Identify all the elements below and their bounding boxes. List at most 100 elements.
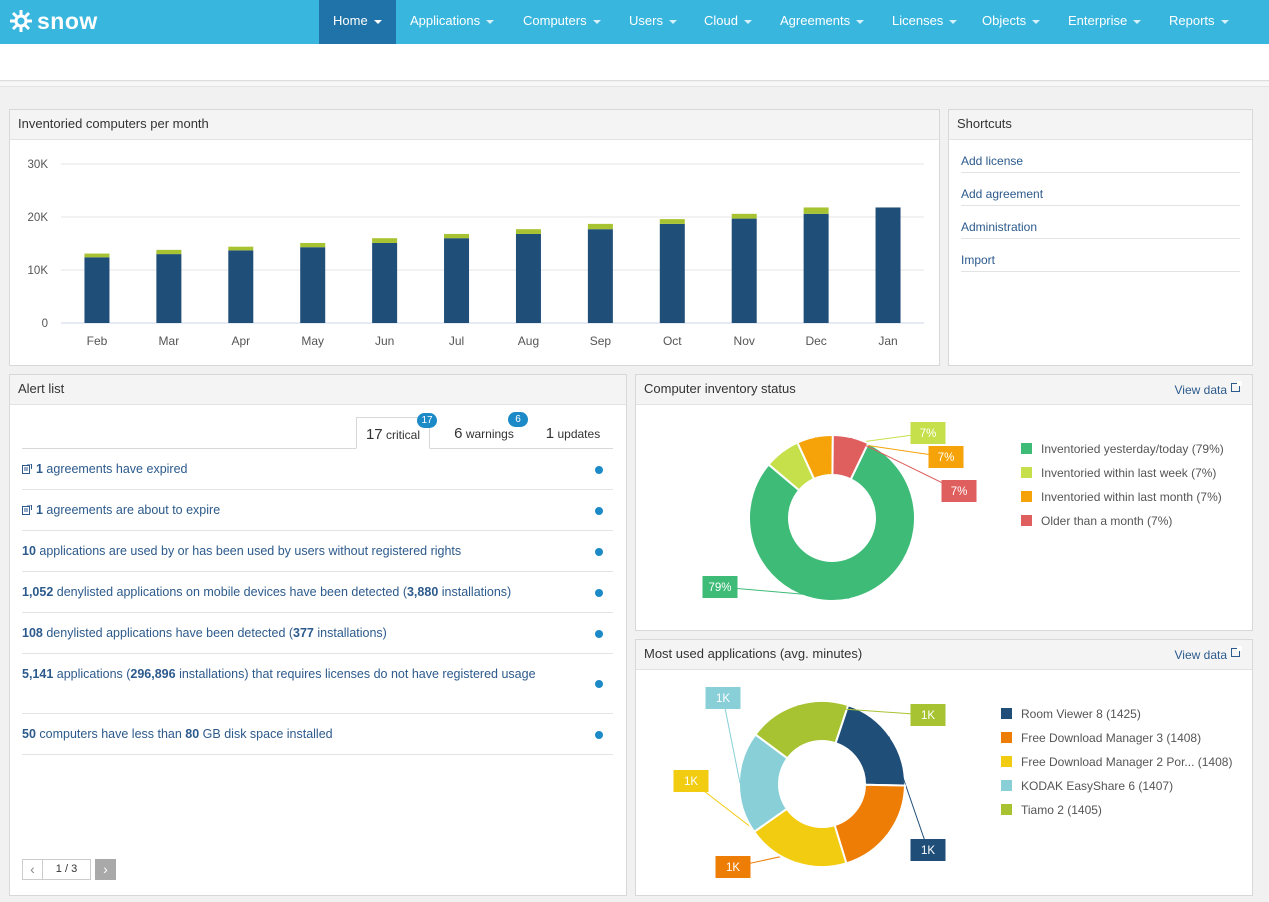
legend-item[interactable]: KODAK EasyShare 6 (1407) [1001,778,1173,794]
alert-count: 10 [22,544,36,558]
legend-item[interactable]: Room Viewer 8 (1425) [1001,706,1141,722]
bar-segment-secondary [300,242,326,248]
legend-label: Older than a month (7%) [1041,514,1173,528]
alert-message: computers have less than [35,727,186,741]
alert-count: 50 [22,727,36,741]
status-dot-icon [595,629,603,638]
view-data-link[interactable]: View data [1175,640,1242,670]
legend-swatch [1001,708,1012,719]
data-label: 1K [716,693,730,705]
panel-title: Shortcuts [949,110,1252,140]
data-label-box [673,770,709,792]
next-page-button[interactable]: › [95,859,116,880]
nav-agreements[interactable]: Agreements [766,0,878,44]
x-tick-label: Feb [87,334,108,348]
caret-down-icon [949,19,958,24]
nav-label: Agreements [780,13,851,28]
data-label-box [941,480,977,502]
y-tick-label: 30K [28,159,49,171]
sub-bar-divider [0,82,1269,87]
data-label: 79% [708,582,731,594]
data-label: 1K [921,710,935,722]
legend-item[interactable]: Inventoried within last week (7%) [1021,465,1216,481]
bar-segment-secondary [228,246,254,251]
shortcuts-panel: Shortcuts Add license Add agreement Admi… [948,109,1253,366]
nav-users[interactable]: Users [615,0,691,44]
legend-label: Inventoried within last month (7%) [1041,490,1222,504]
inventory-status-panel: Computer inventory status View data 79% 7… [635,374,1253,631]
shortcut-add-agreement[interactable]: Add agreement [961,173,1240,206]
data-label-box [910,422,946,444]
critical-badge: 17 [417,413,437,428]
status-dot-icon [595,547,603,556]
tab-label: updates [557,427,601,441]
donut-slice [831,433,870,481]
legend-label: Inventoried yesterday/today (79%) [1041,442,1224,456]
donut-slice [833,783,907,865]
top-nav: snow Home Applications Computers Users C… [0,0,1269,44]
alert-count: 377 [293,626,314,640]
data-label-connector [722,697,741,784]
alert-text: 1 agreements are about to expire [22,501,582,519]
tab-critical[interactable]: 17 critical 17 [356,413,437,449]
nav-applications[interactable]: Applications [396,0,508,44]
x-tick-label: Oct [663,334,682,348]
alert-row[interactable]: 1,052 denylisted applications on mobile … [22,572,613,613]
alert-row[interactable]: 5,141 applications (296,896 installation… [22,654,613,714]
alert-count: 5,141 [22,667,54,681]
bar-segment-primary [875,207,901,323]
data-label: 7% [938,452,955,464]
snow-logo[interactable]: snow [9,8,98,34]
legend-label: Free Download Manager 3 (1408) [1021,731,1202,745]
legend-swatch [1001,732,1012,743]
nav-label: Reports [1169,13,1215,28]
x-tick-label: Mar [159,334,180,348]
alert-row[interactable]: 108 denylisted applications have been de… [22,613,613,654]
nav-home[interactable]: Home [319,0,396,44]
nav-cloud[interactable]: Cloud [690,0,766,44]
tab-warnings[interactable]: 6 warnings 6 [444,412,528,449]
legend-item[interactable]: Free Download Manager 2 Por... (1408) [1001,754,1232,770]
panel-header: Most used applications (avg. minutes) Vi… [636,640,1252,670]
tab-updates[interactable]: 1 updates [538,417,608,449]
nav-label: Objects [982,13,1027,28]
data-label-box [910,704,946,726]
data-label-connector [797,705,929,716]
data-label-connector [850,437,960,492]
legend-item[interactable]: Older than a month (7%) [1021,513,1172,529]
nav-enterprise[interactable]: Enterprise [1054,0,1155,44]
data-label: 1K [921,845,935,857]
data-label-connector [888,736,929,851]
bar-segment-secondary [156,249,182,255]
alert-row[interactable]: 1 agreements have expired [22,449,613,490]
legend-item[interactable]: Inventoried yesterday/today (79%) [1021,441,1224,457]
alert-count: 108 [22,626,43,640]
legend-item[interactable]: Inventoried within last month (7%) [1021,489,1222,505]
shortcut-administration[interactable]: Administration [961,206,1240,239]
alert-row[interactable]: 1 agreements are about to expire [22,490,613,531]
bar-segment-secondary [803,207,829,214]
alert-row[interactable]: 10 applications are used by or has been … [22,531,613,572]
alert-row[interactable]: 50 computers have less than 80 GB disk s… [22,714,613,755]
legend-item[interactable]: Free Download Manager 3 (1408) [1001,730,1201,746]
alert-text: 5,141 applications (296,896 installation… [22,665,552,683]
shortcut-add-license[interactable]: Add license [961,140,1240,173]
x-tick-label: May [301,334,324,348]
data-label: 7% [920,428,937,440]
nav-reports[interactable]: Reports [1155,0,1243,44]
alert-message: installations) [313,626,387,640]
inventoried-computers-panel: Inventoried computers per month 0 10K 20K 3… [9,109,940,366]
legend-item[interactable]: Tiamo 2 (1405) [1001,802,1102,818]
prev-page-button[interactable]: ‹ [22,859,43,880]
nav-licenses[interactable]: Licenses [878,0,971,44]
legend-swatch [1001,804,1012,815]
shortcut-import[interactable]: Import [961,239,1240,272]
status-dot-icon [595,730,603,739]
nav-computers[interactable]: Computers [509,0,615,44]
nav-label: Home [333,13,368,28]
legend-swatch [1021,491,1032,502]
x-tick-label: Nov [734,334,755,348]
nav-objects[interactable]: Objects [968,0,1054,44]
view-data-link[interactable]: View data [1174,375,1242,405]
view-data-label: View data [1174,383,1227,397]
